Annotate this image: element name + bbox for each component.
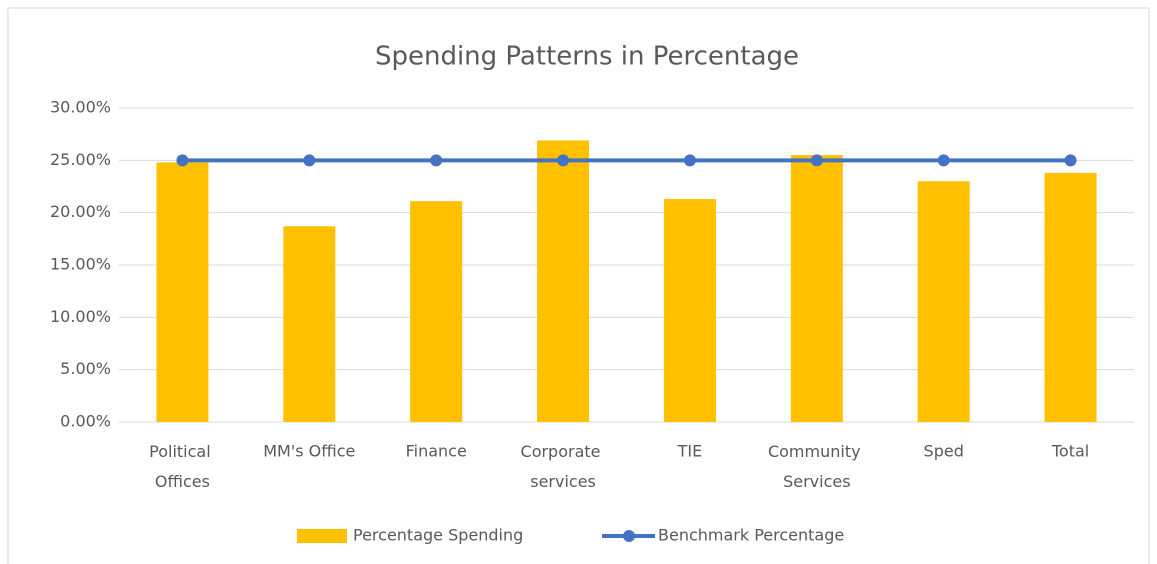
- x-tick-label: Corporate services: [521, 442, 606, 491]
- x-tick-label-line: Political: [149, 442, 216, 461]
- chart-title: Spending Patterns in Percentage: [375, 42, 799, 72]
- bar: [537, 140, 590, 423]
- x-tick-label: Finance: [406, 442, 467, 461]
- bar: [410, 201, 463, 422]
- y-tick-label: 5.00%: [60, 359, 111, 378]
- line-marker: [1064, 154, 1077, 167]
- x-tick-label: Community Services: [768, 442, 866, 491]
- x-tick-label-line: Services: [783, 472, 850, 491]
- line-marker: [176, 154, 189, 167]
- x-tick-label: Sped: [924, 442, 964, 461]
- x-tick-label: Total: [1051, 442, 1089, 461]
- bar: [790, 155, 843, 422]
- bar: [156, 162, 209, 422]
- line-marker: [430, 154, 443, 167]
- line-marker: [683, 154, 696, 167]
- y-tick-label: 30.00%: [50, 98, 111, 117]
- x-tick-label-line: Offices: [155, 472, 210, 491]
- x-tick-label: Political Offices: [149, 442, 216, 491]
- line-marker: [937, 154, 950, 167]
- bar: [663, 199, 716, 422]
- x-tick-label-line: Corporate: [521, 442, 606, 461]
- x-tick-label-line: services: [530, 472, 596, 491]
- line-marker: [810, 154, 823, 167]
- y-tick-label: 25.00%: [50, 150, 111, 169]
- x-tick-label: TIE: [677, 442, 703, 461]
- y-tick-label: 20.00%: [50, 202, 111, 221]
- y-tick-label: 0.00%: [60, 412, 111, 431]
- legend-label: Percentage Spending: [353, 526, 523, 545]
- bar: [1044, 172, 1097, 422]
- bar: [283, 226, 336, 422]
- line-marker: [303, 154, 316, 167]
- line-marker: [557, 154, 570, 167]
- x-tick-label: MM's Office: [263, 442, 355, 461]
- y-tick-label: 10.00%: [50, 307, 111, 326]
- legend-swatch-marker: [623, 530, 635, 542]
- legend-label: Benchmark Percentage: [658, 526, 844, 545]
- legend-swatch: [297, 529, 347, 543]
- bar: [917, 181, 970, 422]
- x-tick-label-line: Community: [768, 442, 866, 461]
- y-tick-label: 15.00%: [50, 255, 111, 274]
